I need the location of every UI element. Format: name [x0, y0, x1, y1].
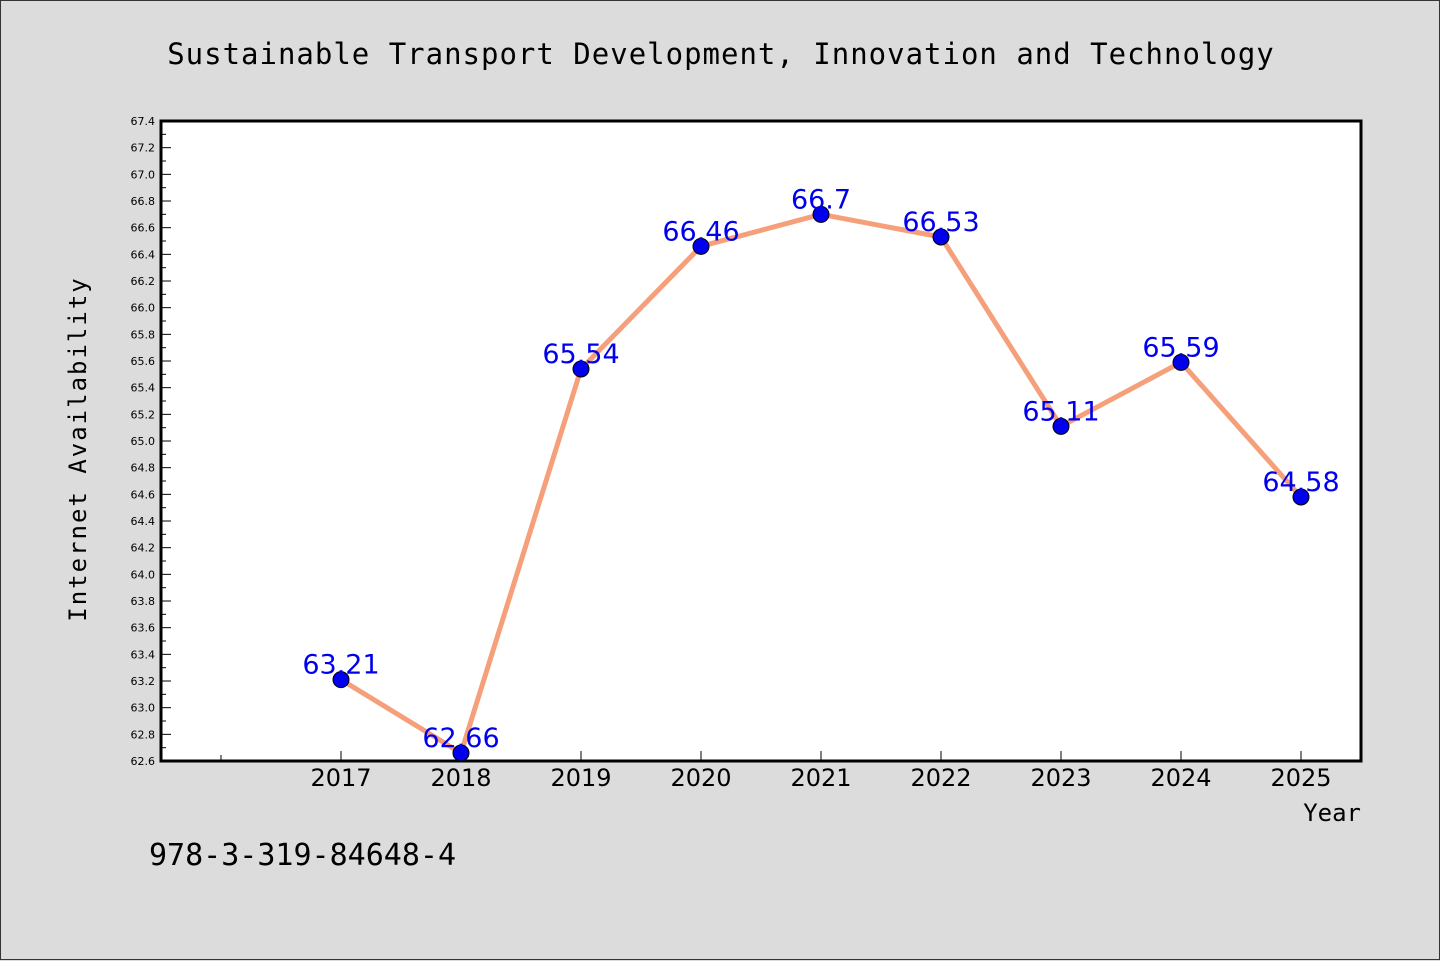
y-tick-label: 64.6: [131, 488, 156, 501]
chart-title: Sustainable Transport Development, Innov…: [167, 37, 1275, 71]
y-tick-label: 64.8: [131, 462, 156, 475]
data-label: 63.21: [302, 650, 379, 681]
y-tick-label: 64.0: [131, 568, 156, 581]
y-tick-label: 67.4: [131, 115, 156, 128]
y-tick-label: 63.6: [131, 622, 156, 635]
data-label: 64.58: [1262, 467, 1339, 498]
x-tick-label: 2021: [790, 764, 851, 792]
data-point: [812, 205, 830, 223]
x-tick-label: 2023: [1030, 764, 1091, 792]
x-axis: 2017 2018 2019 2020 2021 2022 2023 2024 2025: [220, 751, 1332, 792]
data-labels-group: 63.21 62.66 65.54 66.46 66.7 66.53 65.11 65.59 6…: [302, 184, 1339, 754]
data-point: [332, 671, 350, 689]
x-tick-label: 2019: [550, 764, 611, 792]
data-label: 66.7: [791, 184, 851, 215]
y-tick-label: 66.8: [131, 195, 156, 208]
data-label: 62.66: [422, 723, 499, 754]
y-tick-label: 65.8: [131, 328, 156, 341]
x-tick-label: 2017: [310, 764, 371, 792]
x-tick-label: 2025: [1270, 764, 1331, 792]
x-tick-label: 2020: [670, 764, 731, 792]
y-tick-label: 62.6: [131, 755, 156, 768]
x-axis-label: Year: [1303, 799, 1361, 827]
x-tick-label: 2018: [430, 764, 491, 792]
y-tick-label: 65.6: [131, 355, 156, 368]
y-axis: 62.6 62.8 63.0 63.2 63.4 63.6 63.8 64.0 64.2 64.4…: [131, 115, 171, 768]
x-tick-label: 2024: [1150, 764, 1211, 792]
data-point: [1292, 488, 1310, 506]
y-tick-label: 66.2: [131, 275, 156, 288]
data-label: 66.53: [902, 207, 979, 238]
data-label: 65.11: [1022, 396, 1099, 427]
y-tick-label: 64.2: [131, 542, 156, 555]
data-point: [692, 237, 710, 255]
y-tick-label: 65.2: [131, 408, 156, 421]
data-point: [1172, 353, 1190, 371]
y-tick-label: 64.4: [131, 515, 156, 528]
data-label: 65.59: [1142, 332, 1219, 363]
y-tick-label: 67.2: [131, 142, 156, 155]
x-tick-label: 2022: [910, 764, 971, 792]
y-tick-label: 63.2: [131, 675, 156, 688]
data-point: [452, 744, 470, 762]
plot-area: [159, 119, 1363, 763]
y-tick-label: 66.4: [131, 248, 156, 261]
y-tick-label: 66.0: [131, 302, 156, 315]
y-tick-label: 63.8: [131, 595, 156, 608]
y-tick-label: 66.6: [131, 222, 156, 235]
y-tick-label: 65.4: [131, 382, 156, 395]
y-tick-label: 62.8: [131, 728, 156, 741]
y-tick-label: 63.0: [131, 702, 156, 715]
y-tick-label: 65.0: [131, 435, 156, 448]
data-point: [932, 228, 950, 246]
y-axis-label: Internet Availability: [64, 276, 92, 621]
y-tick-label: 67.0: [131, 168, 156, 181]
data-label: 66.46: [662, 216, 739, 247]
isbn-text: 978-3-319-84648-4: [149, 838, 456, 873]
data-point: [1052, 417, 1070, 435]
y-tick-label: 63.4: [131, 648, 156, 661]
series-points-group: [332, 205, 1310, 762]
data-point: [572, 360, 590, 378]
data-label: 65.54: [542, 339, 619, 370]
